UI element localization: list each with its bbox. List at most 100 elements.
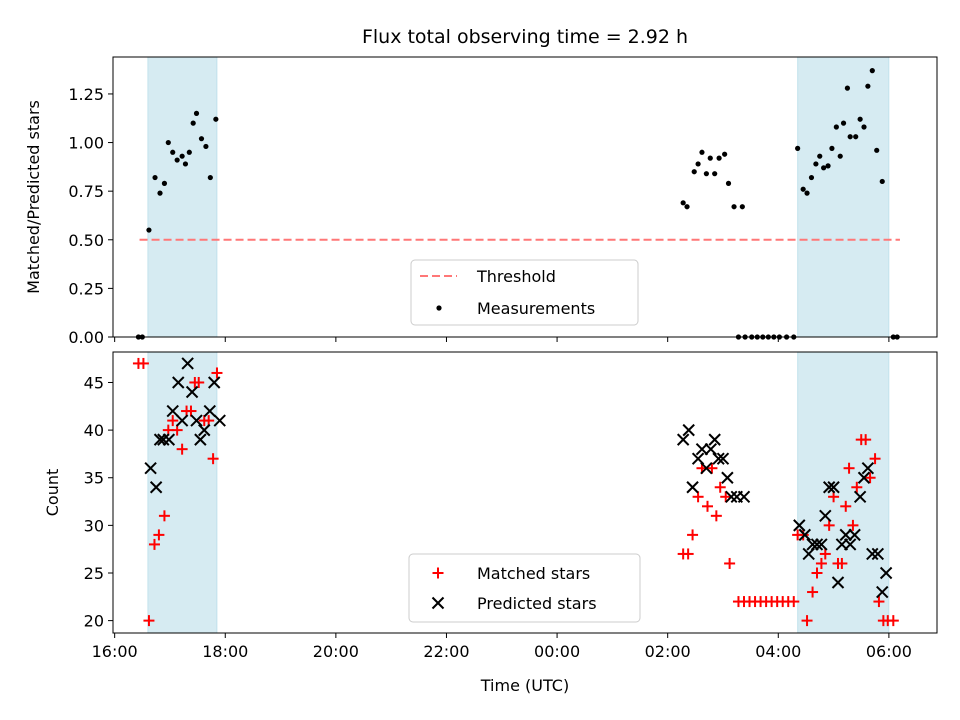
matched-star-point	[887, 615, 899, 627]
matched-star-point	[185, 405, 197, 417]
matched-star-point	[869, 453, 881, 465]
y-tick-label: 40	[84, 421, 104, 440]
y-axis-label: Matched/Predicted stars	[24, 100, 43, 294]
predicted-star-point	[144, 462, 157, 475]
x-axis-label: Time (UTC)	[480, 676, 569, 695]
y-tick-label: 20	[84, 612, 104, 631]
measurement-point	[203, 143, 209, 150]
measurement-point	[725, 180, 732, 186]
matched-star-point	[828, 491, 840, 503]
matched-star-point	[873, 596, 885, 608]
y-tick-label: 25	[84, 564, 104, 583]
measurement-point	[703, 171, 709, 177]
measurement-point	[695, 161, 701, 167]
measurement-point	[800, 186, 806, 192]
matched-star-point	[860, 434, 872, 446]
x-tick-label: 22:00	[423, 642, 469, 661]
predicted-star-point	[172, 376, 185, 389]
predicted-star-point	[843, 538, 857, 551]
x-tick-label: 18:00	[202, 642, 248, 661]
legend-threshold-label: Threshold	[476, 267, 556, 286]
measurement-point	[170, 149, 176, 155]
predicted-star-point	[798, 528, 812, 542]
y-tick-label: 0.00	[68, 328, 104, 347]
predicted-star-point	[700, 462, 713, 475]
y-tick-label: 35	[84, 469, 104, 488]
legend-matched-swatch	[432, 567, 444, 579]
matched-star-point	[687, 529, 699, 541]
measurement-point	[193, 110, 200, 116]
measurement-point	[865, 83, 871, 89]
matched-star-point	[682, 548, 694, 560]
predicted-star-point	[876, 585, 889, 599]
measurement-point	[684, 204, 690, 210]
measurement-point	[691, 169, 697, 175]
predicted-star-point	[712, 452, 725, 465]
measurement-point	[198, 136, 205, 142]
predicted-star-point	[879, 566, 893, 580]
predicted-star-point	[175, 414, 189, 427]
predicted-star-point	[810, 538, 824, 551]
predicted-star-point	[848, 528, 861, 542]
matched-star-point	[701, 500, 713, 512]
predicted-star-point	[207, 376, 221, 389]
measurement-point	[847, 134, 853, 140]
chart-title: Flux total observing time = 2.92 h	[362, 26, 688, 48]
x-tick-label: 20:00	[313, 642, 359, 661]
predicted-star-point	[827, 481, 840, 494]
measurement-point	[804, 190, 810, 196]
matched-star-point	[176, 443, 188, 455]
measurement-point	[182, 161, 189, 167]
predicted-star-point	[213, 414, 226, 427]
matched-star-point	[823, 519, 835, 531]
predicted-star-point	[198, 423, 211, 437]
ratio-panel-frame	[112, 56, 938, 338]
matched-star-point	[801, 615, 813, 627]
matched-star-point	[148, 538, 160, 550]
measurement-point	[853, 134, 859, 140]
matched-star-point	[788, 596, 800, 608]
measurement-point	[795, 145, 801, 151]
y-tick-label: 1.25	[68, 85, 104, 104]
observing-window-1	[147, 56, 218, 338]
measurement-point	[213, 116, 219, 122]
measurement-point	[174, 157, 180, 163]
predicted-star-point	[166, 404, 179, 418]
count-panel-frame	[112, 351, 938, 634]
x-tick-label: 02:00	[645, 642, 691, 661]
predicted-star-point	[157, 433, 170, 446]
predicted-star-point	[866, 547, 879, 561]
x-tick-label: 04:00	[755, 642, 801, 661]
measurement-point	[829, 145, 835, 151]
matched-star-point	[851, 481, 863, 493]
y-axis-label: Count	[43, 469, 62, 517]
y-tick-label: 0.50	[68, 231, 104, 250]
matched-star-point	[864, 472, 876, 484]
matched-star-point	[819, 548, 831, 560]
measurement-point	[857, 116, 863, 122]
measurement-point	[808, 174, 815, 181]
observing-window-2	[797, 56, 890, 338]
measurement-point	[716, 155, 722, 161]
predicted-star-point	[831, 576, 845, 589]
matched-star-point	[143, 615, 155, 627]
measurement-point	[165, 139, 171, 146]
y-tick-label: 30	[84, 516, 104, 535]
predicted-star-point	[861, 462, 875, 475]
measurement-point	[861, 124, 867, 130]
legend-box	[410, 259, 639, 326]
measurement-point	[821, 165, 827, 171]
predicted-star-point	[822, 481, 836, 494]
matched-star-point	[153, 529, 165, 541]
matched-star-point	[137, 357, 149, 369]
ratio-legend: Threshold Measurements	[410, 259, 639, 326]
measurement-point	[146, 227, 152, 233]
measurement-point	[707, 155, 713, 161]
legend-measurement-label: Measurements	[477, 299, 595, 318]
matched-star-point	[836, 557, 848, 569]
observing-window-2	[797, 351, 890, 634]
measurement-point	[680, 200, 686, 206]
matched-star-point	[167, 415, 179, 427]
measurement-point	[840, 120, 847, 126]
